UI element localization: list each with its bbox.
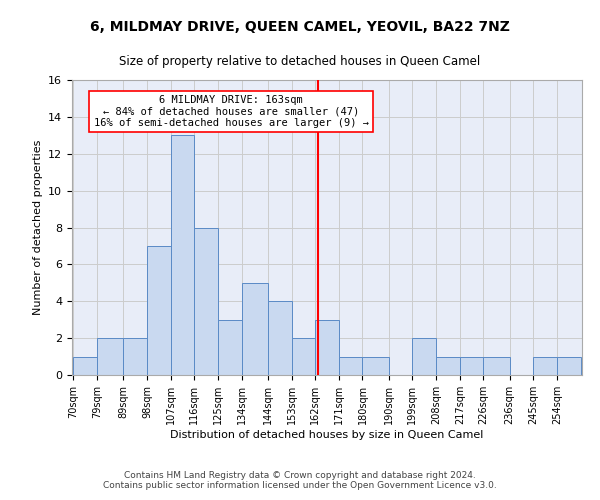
Y-axis label: Number of detached properties: Number of detached properties bbox=[32, 140, 43, 315]
Bar bbox=[533, 356, 557, 375]
Text: 6, MILDMAY DRIVE, QUEEN CAMEL, YEOVIL, BA22 7NZ: 6, MILDMAY DRIVE, QUEEN CAMEL, YEOVIL, B… bbox=[90, 20, 510, 34]
Bar bbox=[268, 301, 292, 375]
Bar bbox=[242, 283, 268, 375]
Bar bbox=[170, 136, 194, 375]
Bar bbox=[218, 320, 242, 375]
Bar bbox=[484, 356, 510, 375]
X-axis label: Distribution of detached houses by size in Queen Camel: Distribution of detached houses by size … bbox=[170, 430, 484, 440]
Bar bbox=[123, 338, 147, 375]
Text: Contains HM Land Registry data © Crown copyright and database right 2024.
Contai: Contains HM Land Registry data © Crown c… bbox=[103, 470, 497, 490]
Bar bbox=[436, 356, 460, 375]
Bar bbox=[412, 338, 436, 375]
Bar bbox=[147, 246, 170, 375]
Bar bbox=[557, 356, 581, 375]
Bar bbox=[73, 356, 97, 375]
Bar bbox=[339, 356, 362, 375]
Bar bbox=[460, 356, 484, 375]
Bar bbox=[315, 320, 339, 375]
Bar bbox=[194, 228, 218, 375]
Text: Size of property relative to detached houses in Queen Camel: Size of property relative to detached ho… bbox=[119, 55, 481, 68]
Bar bbox=[97, 338, 123, 375]
Bar bbox=[362, 356, 389, 375]
Bar bbox=[292, 338, 315, 375]
Text: 6 MILDMAY DRIVE: 163sqm
← 84% of detached houses are smaller (47)
16% of semi-de: 6 MILDMAY DRIVE: 163sqm ← 84% of detache… bbox=[94, 95, 368, 128]
